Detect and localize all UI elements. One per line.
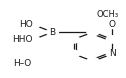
Circle shape	[28, 21, 40, 28]
Circle shape	[17, 60, 28, 68]
Circle shape	[46, 28, 58, 36]
Text: N: N	[109, 49, 116, 58]
Text: B: B	[49, 28, 55, 37]
Text: OCH₃: OCH₃	[96, 10, 118, 19]
Circle shape	[106, 21, 118, 28]
Circle shape	[106, 50, 118, 58]
Text: HO: HO	[19, 20, 33, 29]
Circle shape	[87, 28, 99, 36]
Text: O: O	[109, 20, 116, 29]
Circle shape	[68, 50, 80, 58]
Circle shape	[87, 58, 99, 65]
Text: HHO: HHO	[12, 35, 33, 44]
Text: H–O: H–O	[13, 59, 32, 68]
Circle shape	[106, 36, 118, 43]
Circle shape	[68, 36, 80, 43]
Circle shape	[28, 36, 40, 43]
